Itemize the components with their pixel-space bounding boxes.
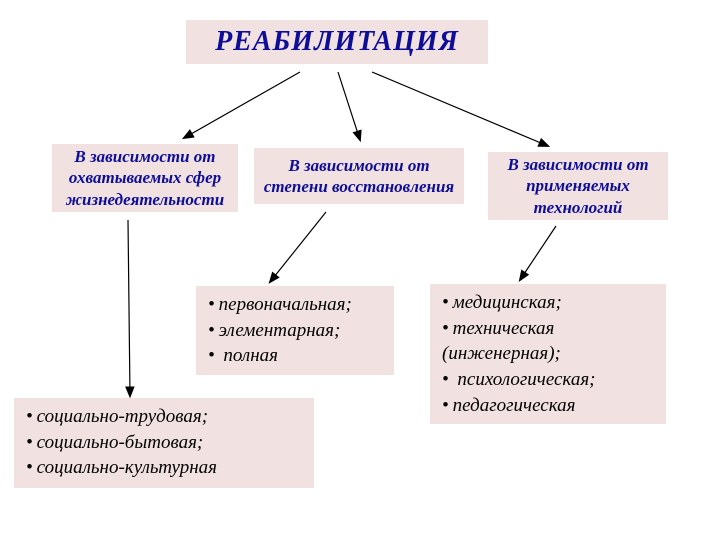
list-item: техническая (инженерная); bbox=[442, 316, 656, 367]
arrow bbox=[270, 212, 326, 282]
list-item: психологическая; bbox=[442, 367, 656, 393]
list-item: социально-трудовая; bbox=[26, 404, 304, 430]
list-item: социально-культурная bbox=[26, 455, 304, 481]
list-spheres-ul: социально-трудовая;социально-бытовая;соц… bbox=[26, 404, 304, 481]
arrow bbox=[372, 72, 548, 146]
list-tech-ul: медицинская;техническая (инженерная); пс… bbox=[442, 290, 656, 418]
arrow bbox=[338, 72, 360, 140]
list-item: первоначальная; bbox=[208, 292, 384, 318]
category-spheres-label: В зависимости отохватываемых сфержизнеде… bbox=[66, 146, 224, 210]
category-tech: В зависимости отприменяемыхтехнологий bbox=[488, 152, 668, 220]
list-degree: первоначальная;элементарная; полная bbox=[196, 286, 394, 375]
list-item: педагогическая bbox=[442, 393, 656, 419]
list-spheres: социально-трудовая;социально-бытовая;соц… bbox=[14, 398, 314, 488]
list-item: социально-бытовая; bbox=[26, 430, 304, 456]
list-item: медицинская; bbox=[442, 290, 656, 316]
category-spheres: В зависимости отохватываемых сфержизнеде… bbox=[52, 144, 238, 212]
category-tech-label: В зависимости отприменяемыхтехнологий bbox=[507, 154, 648, 218]
list-degree-ul: первоначальная;элементарная; полная bbox=[208, 292, 384, 369]
list-item: полная bbox=[208, 343, 384, 369]
list-tech: медицинская;техническая (инженерная); пс… bbox=[430, 284, 666, 424]
arrow bbox=[184, 72, 300, 138]
title-text: РЕАБИЛИТАЦИЯ bbox=[215, 26, 459, 58]
category-degree-label: В зависимости отстепени восстановления bbox=[264, 155, 454, 198]
category-degree: В зависимости отстепени восстановления bbox=[254, 148, 464, 204]
arrow bbox=[128, 220, 130, 396]
list-item: элементарная; bbox=[208, 318, 384, 344]
arrow bbox=[520, 226, 556, 280]
title-box: РЕАБИЛИТАЦИЯ bbox=[186, 20, 488, 64]
